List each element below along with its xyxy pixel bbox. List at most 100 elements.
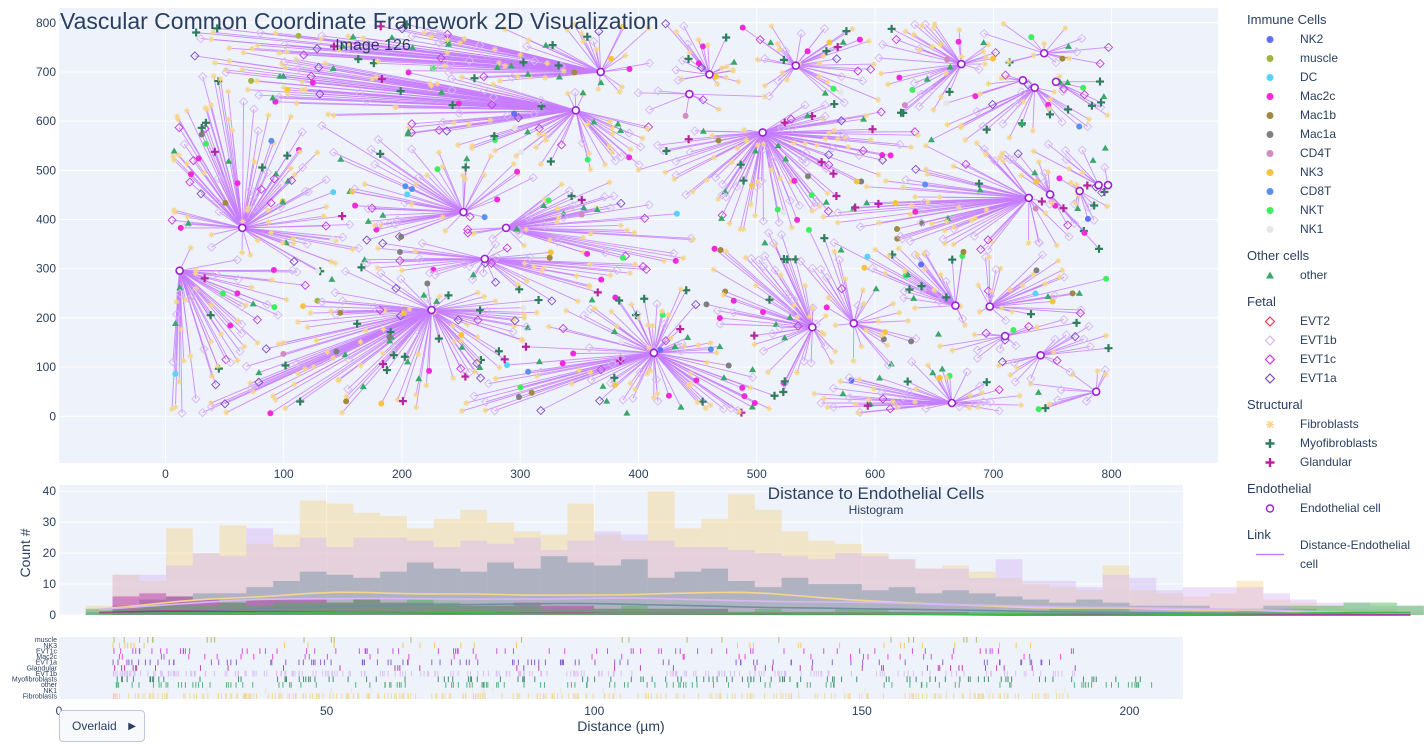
evt1b-point — [475, 40, 485, 50]
distance-link — [202, 309, 432, 414]
myofibroblasts-point — [765, 295, 774, 304]
myofibroblasts-histogram-bar — [942, 590, 969, 615]
myofibroblasts-point — [354, 55, 363, 64]
myofibroblasts-point — [283, 151, 292, 160]
evt1b-point — [659, 319, 669, 330]
evt1b-point — [985, 291, 995, 301]
evt1b-point — [821, 163, 832, 174]
myofibroblasts-point — [258, 163, 267, 172]
glandular-histogram-bar — [487, 605, 514, 615]
star-marker-icon — [1256, 415, 1284, 434]
legend-group-title: Fetal — [1247, 294, 1276, 309]
legend-item-label: NKT — [1300, 203, 1324, 217]
distance-link — [179, 270, 239, 281]
distance-link — [989, 254, 1043, 307]
legend-item[interactable]: other — [1238, 266, 1422, 285]
legend-item[interactable]: NKT — [1238, 201, 1422, 220]
fibroblasts-point — [761, 93, 768, 100]
legend-item[interactable]: Distance-Endothelial cell — [1238, 538, 1422, 571]
legend-item[interactable]: Myofibroblasts — [1238, 434, 1422, 453]
rug-marks — [112, 637, 1153, 699]
evt1a-point — [691, 299, 701, 310]
legend-item[interactable]: CD8T — [1238, 182, 1422, 201]
distance-link — [415, 183, 464, 213]
myofibroblasts-point — [739, 176, 748, 185]
endothelial-cell-point — [685, 89, 694, 99]
myofibroblasts-histogram-bar — [246, 587, 274, 615]
evt1b-point — [787, 123, 797, 133]
evt1b-point — [904, 388, 914, 398]
myofibroblasts-point — [1046, 110, 1054, 119]
fibroblasts-point — [174, 116, 181, 123]
fibroblasts-point — [170, 153, 177, 160]
mac2c-point — [405, 69, 412, 76]
cd4t-point — [1032, 205, 1039, 212]
legend-item[interactable]: NK1 — [1238, 220, 1422, 239]
distance-link — [431, 309, 500, 352]
glandular-point — [461, 372, 470, 381]
legend-item[interactable]: Mac1b — [1238, 106, 1422, 125]
fibroblasts-histogram-bar — [1022, 584, 1050, 615]
evt1b-point — [366, 144, 376, 154]
evt1c-point — [640, 213, 650, 223]
legend-item[interactable]: Mac1a — [1238, 125, 1422, 144]
legend-item[interactable]: CD4T — [1238, 144, 1422, 163]
myofibroblasts-point — [1064, 105, 1073, 114]
legend-item[interactable]: EVT1b — [1238, 331, 1422, 350]
other-point — [749, 366, 757, 373]
legend-item[interactable]: EVT1a — [1238, 369, 1422, 388]
distance-link — [600, 68, 630, 73]
distance-link — [761, 132, 764, 181]
fibroblasts-point — [439, 214, 446, 221]
distance-link — [242, 227, 319, 272]
legend-item[interactable]: Fibroblasts — [1238, 415, 1422, 434]
fibroblasts-point — [184, 214, 191, 221]
overlaid-button[interactable]: Overlaid ▶ — [59, 710, 145, 742]
evt1b-point — [179, 139, 189, 149]
fibroblasts-point — [595, 86, 602, 93]
other-point — [339, 42, 347, 49]
fibroblasts-point — [742, 254, 749, 261]
distance-link — [803, 327, 813, 362]
distance-link — [389, 211, 464, 224]
legend-item[interactable]: Glandular — [1238, 453, 1422, 472]
distance-link — [296, 309, 432, 364]
evt1b-point — [653, 86, 663, 96]
legend-item[interactable]: EVT2 — [1238, 312, 1422, 331]
glandular-point — [832, 192, 841, 201]
evt1b-point — [910, 19, 920, 30]
legend-item[interactable]: NK3 — [1238, 163, 1422, 182]
distance-link — [853, 312, 900, 324]
fibroblasts-point — [617, 222, 624, 229]
distance-link — [675, 69, 710, 75]
evt1b-point — [1053, 395, 1063, 405]
evt1b-point — [807, 263, 818, 273]
distance-link — [401, 258, 485, 271]
other-point — [603, 397, 611, 404]
evt1b-point — [1076, 305, 1086, 315]
fibroblasts-point — [469, 145, 476, 152]
fibroblasts-point — [1055, 257, 1062, 264]
legend-item[interactable]: muscle — [1238, 49, 1422, 68]
evt1b-point — [1083, 121, 1093, 132]
evt1b-point — [974, 64, 984, 75]
endothelial-cell-point — [175, 266, 184, 275]
legend-item[interactable]: NK2 — [1238, 30, 1422, 49]
fibroblasts-point — [541, 132, 548, 139]
histogram-y-tick-label: 10 — [43, 577, 57, 591]
fibroblasts-point — [280, 84, 287, 91]
fibroblasts-point — [593, 46, 600, 53]
evt1b-histogram-bar — [1397, 605, 1424, 615]
legend-item[interactable]: Endothelial cell — [1238, 499, 1422, 518]
fibroblasts-point — [686, 382, 693, 389]
rug-plot-area[interactable] — [59, 637, 1183, 699]
distance-link — [762, 132, 807, 163]
histogram-plot-area[interactable] — [59, 485, 1183, 615]
legend-item[interactable]: DC — [1238, 68, 1422, 87]
evt1b-point — [177, 408, 187, 418]
legend-item[interactable]: Mac2c — [1238, 87, 1422, 106]
fibroblasts-point — [474, 289, 481, 296]
mac2c-point — [612, 294, 619, 301]
myofibroblasts-point — [554, 61, 563, 70]
legend-item[interactable]: EVT1c — [1238, 350, 1422, 369]
